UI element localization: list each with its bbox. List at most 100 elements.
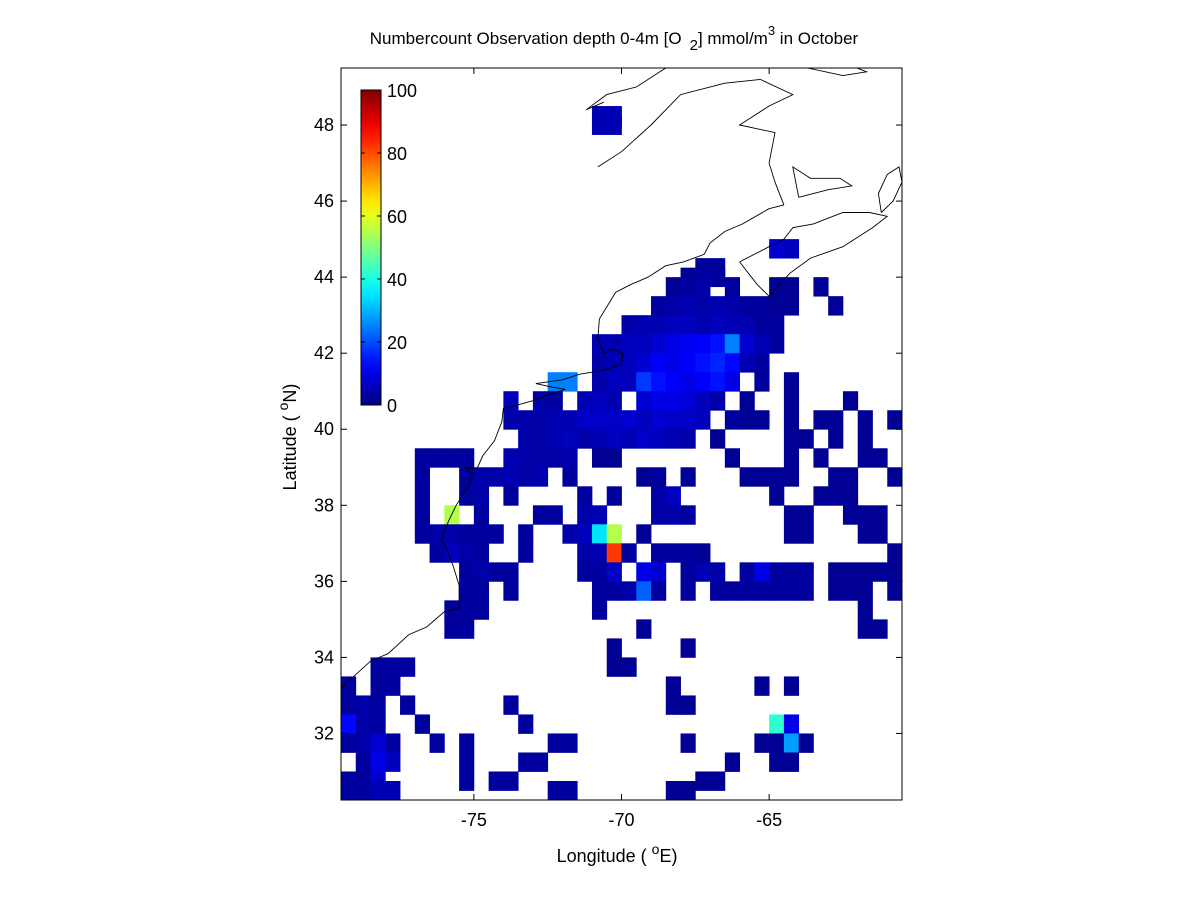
y-axis-label-post: N): [280, 384, 300, 403]
heatmap-cell: [695, 543, 711, 563]
heatmap-cell: [665, 277, 681, 297]
coastline-segment: [597, 78, 794, 206]
heatmap-cell: [828, 410, 844, 430]
heatmap-cell: [754, 353, 770, 373]
heatmap-cell: [459, 448, 475, 468]
heatmap-cell: [724, 315, 740, 335]
y-tick-label: 34: [314, 647, 334, 667]
heatmap-cell: [503, 695, 519, 715]
heatmap-cell: [769, 239, 785, 259]
coastline-segment: [341, 204, 785, 689]
heatmap-cell: [532, 752, 549, 772]
heatmap-cell: [459, 486, 475, 506]
heatmap-cell: [562, 410, 578, 430]
heatmap-cell: [547, 448, 563, 468]
heatmap-cell: [769, 714, 785, 734]
heatmap-cell: [591, 581, 608, 601]
heatmap-cell: [606, 562, 622, 582]
heatmap-cell: [828, 429, 844, 449]
heatmap-cell: [665, 391, 681, 411]
heatmap-cell: [724, 277, 740, 297]
x-axis-label: Longitude ( oE): [557, 841, 678, 866]
heatmap-cell: [872, 448, 888, 468]
heatmap-cell: [355, 733, 371, 753]
heatmap-cell: [769, 752, 785, 772]
heatmap-cell: [459, 543, 475, 563]
heatmap-cell: [665, 543, 681, 563]
heatmap-cell: [680, 391, 696, 411]
heatmap-cell: [577, 505, 593, 525]
heatmap-cell: [621, 353, 637, 373]
coastline-segment: [792, 165, 854, 198]
heatmap-cell: [532, 505, 549, 525]
heatmap-cell: [857, 448, 873, 468]
heatmap-cell: [769, 562, 785, 582]
heatmap-cell: [695, 771, 711, 791]
heatmap-cell: [606, 638, 622, 658]
heatmap-cell: [710, 429, 726, 449]
heatmap-cell: [754, 315, 770, 335]
heatmap-cell: [857, 524, 873, 544]
heatmap-cell: [518, 543, 534, 563]
heatmap-cell: [842, 391, 859, 411]
heatmap-cell: [798, 429, 814, 449]
heatmap-cell: [651, 372, 667, 392]
heatmap-cell: [621, 372, 637, 392]
heatmap-cell: [739, 353, 755, 373]
heatmap-cell: [606, 391, 622, 411]
coastline-segment: [806, 68, 869, 77]
heatmap-cell: [621, 429, 637, 449]
heatmap-cell: [754, 296, 770, 316]
heatmap-cell: [754, 676, 770, 696]
heatmap-cell: [651, 334, 667, 354]
heatmap-cell: [518, 429, 534, 449]
y-tick-label: 40: [314, 419, 334, 439]
heatmap-cell: [680, 410, 696, 430]
heatmap-cell: [606, 581, 622, 601]
heatmap-cell: [473, 524, 490, 544]
heatmap-cell: [665, 410, 681, 430]
heatmap-cell: [488, 562, 504, 582]
heatmap-cell: [769, 467, 785, 487]
heatmap-cell: [710, 353, 726, 373]
heatmap-cell: [459, 524, 475, 544]
heatmap-cell: [606, 115, 622, 135]
heatmap-cell: [857, 619, 873, 639]
heatmap-cell: [739, 581, 755, 601]
heatmap-cell: [473, 467, 490, 487]
heatmap-cell: [872, 524, 888, 544]
heatmap-cell: [414, 486, 430, 506]
heatmap-cell: [518, 448, 534, 468]
heatmap-cell: [665, 334, 681, 354]
y-tick-label: 36: [314, 571, 334, 591]
heatmap-cell: [783, 410, 800, 430]
heatmap-cell: [783, 524, 800, 544]
coastline-segment: [877, 166, 902, 213]
heatmap-cell: [783, 448, 800, 468]
heatmap-cell: [444, 448, 460, 468]
heatmap-cell: [621, 657, 637, 677]
heatmap-cell: [577, 524, 593, 544]
colorbar-ticks: 0 20 40 60 80 100: [361, 81, 417, 416]
heatmap-cell: [400, 695, 416, 715]
heatmap-cell: [459, 562, 475, 582]
coastline-segment: [585, 68, 667, 111]
heatmap-cell: [518, 752, 534, 772]
heatmap-cell: [739, 562, 755, 582]
heatmap-cell: [739, 410, 755, 430]
coastline-segment: [739, 212, 889, 297]
heatmap-cell: [473, 486, 490, 506]
heatmap-cell: [680, 467, 696, 487]
heatmap-cell: [429, 524, 445, 544]
heatmap-cell: [754, 410, 770, 430]
y-axis-ticks: 32 34 36 38 40 42 44 46 48: [314, 115, 902, 743]
heatmap-cell: [341, 695, 357, 715]
heatmap-cell: [651, 467, 667, 487]
heatmap-cell: [665, 429, 681, 449]
heatmap-cell: [518, 524, 534, 544]
heatmap-cell: [783, 429, 800, 449]
heatmap-cell: [355, 780, 371, 800]
heatmap-cell: [665, 486, 681, 506]
heatmap-cell: [636, 429, 652, 449]
heatmap-cell: [429, 543, 445, 563]
